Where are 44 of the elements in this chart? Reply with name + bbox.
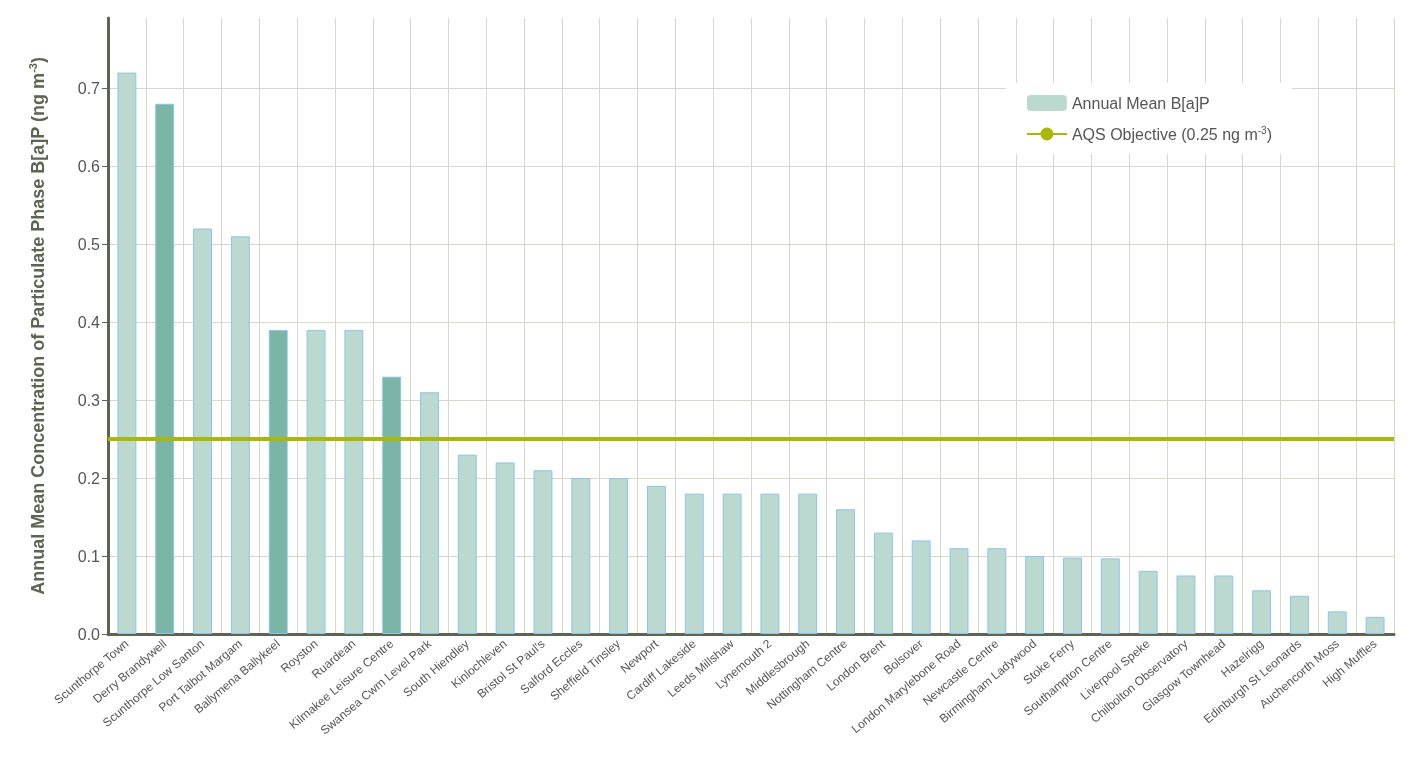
y-tick-label: 0.2 — [77, 469, 101, 487]
bar — [1289, 595, 1309, 634]
bar — [268, 329, 288, 634]
bar — [344, 329, 364, 634]
bar — [760, 493, 780, 634]
bar — [609, 478, 629, 634]
bar — [798, 493, 818, 634]
bar — [495, 462, 515, 634]
bar — [457, 454, 477, 634]
bar — [1327, 611, 1347, 634]
bar — [1138, 570, 1158, 634]
bar — [155, 103, 175, 634]
y-tick-label: 0.3 — [77, 391, 101, 409]
y-tick-label: 0.5 — [77, 235, 101, 253]
bar — [911, 540, 931, 634]
bar — [420, 392, 439, 634]
bar — [684, 493, 704, 634]
y-axis-title: Annual Mean Concentration of Particulate Phase B[a]P (ng m-3) — [26, 57, 48, 595]
bar — [1214, 575, 1234, 634]
y-tick-label: 0.4 — [77, 313, 101, 331]
bar — [306, 329, 326, 634]
bar — [1365, 616, 1385, 634]
bar — [836, 509, 856, 634]
bar — [987, 548, 1007, 634]
y-tick-label: 0.1 — [77, 547, 101, 565]
bar — [1025, 556, 1045, 634]
legend-label: Annual Mean B[a]P — [1071, 94, 1210, 112]
bar — [1100, 558, 1120, 634]
bar — [230, 236, 250, 634]
y-tick-label: 0.7 — [77, 79, 101, 97]
bar — [1252, 590, 1272, 634]
bar — [533, 470, 553, 634]
bar — [873, 532, 893, 634]
bar — [1176, 575, 1196, 634]
bar — [571, 478, 591, 634]
bar — [949, 548, 969, 634]
bar — [193, 228, 213, 634]
bar — [646, 485, 666, 634]
y-tick-label: 0.6 — [77, 157, 101, 175]
bar — [117, 72, 137, 634]
bar — [1063, 557, 1082, 634]
bar — [722, 493, 742, 634]
y-tick-label: 0.0 — [77, 625, 101, 643]
bar — [382, 376, 402, 634]
